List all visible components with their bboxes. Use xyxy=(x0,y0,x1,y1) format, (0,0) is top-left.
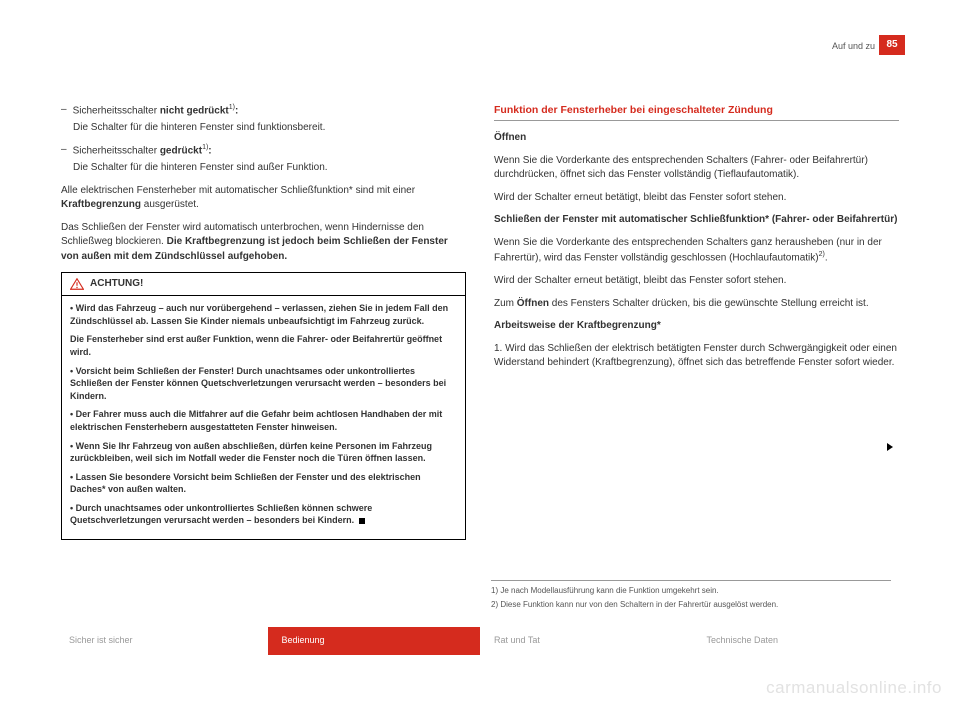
left-column: – Sicherheitsschalter nicht gedrückt1): … xyxy=(61,103,466,540)
paragraph: 1. Wird das Schließen der elektrisch bet… xyxy=(494,342,899,371)
warning-item: • Der Fahrer muss auch die Mitfahrer auf… xyxy=(70,408,457,433)
right-column: Funktion der Fensterheber bei eingeschal… xyxy=(494,103,899,540)
paragraph: Wenn Sie die Vorderkante des entsprechen… xyxy=(494,236,899,266)
paragraph: Wird der Schalter erneut betätigt, bleib… xyxy=(494,191,899,206)
warning-title: ACHTUNG! xyxy=(90,277,143,291)
paragraph: Wenn Sie die Vorderkante des entsprechen… xyxy=(494,154,899,183)
list-text: Sicherheitsschalter nicht gedrückt1): xyxy=(73,103,466,119)
warning-item: • Wenn Sie Ihr Fahrzeug von außen abschl… xyxy=(70,440,457,465)
bullet-dash: – xyxy=(61,143,67,159)
paragraph: Wird der Schalter erneut betätigt, bleib… xyxy=(494,274,899,289)
list-subtext: Die Schalter für die hinteren Fenster si… xyxy=(73,121,466,136)
subheading: Schließen der Fenster mit automatischer … xyxy=(494,213,899,228)
list-item: – Sicherheitsschalter nicht gedrückt1): xyxy=(61,103,466,119)
paragraph: Alle elektrischen Fensterheber mit autom… xyxy=(61,184,466,213)
tab-sicher[interactable]: Sicher ist sicher xyxy=(55,627,268,655)
section-heading: Funktion der Fensterheber bei eingeschal… xyxy=(494,103,899,121)
footnote: 2) Diese Funktion kann nur von den Schal… xyxy=(491,599,891,610)
warning-item: Die Fensterheber sind erst außer Funktio… xyxy=(70,333,457,358)
tab-rat[interactable]: Rat und Tat xyxy=(480,627,693,655)
list-item: – Sicherheitsschalter gedrückt1): xyxy=(61,143,466,159)
content-columns: – Sicherheitsschalter nicht gedrückt1): … xyxy=(55,103,905,540)
subheading: Arbeitsweise der Kraftbegrenzung* xyxy=(494,319,899,334)
watermark: carmanualsonline.info xyxy=(766,678,942,698)
warning-body: • Wird das Fahrzeug – auch nur vorüberge… xyxy=(62,296,465,539)
paragraph: Das Schließen der Fenster wird automatis… xyxy=(61,221,466,265)
subheading: Öffnen xyxy=(494,131,899,146)
footer-tabs: Sicher ist sicher Bedienung Rat und Tat … xyxy=(55,627,905,655)
warning-box: ACHTUNG! • Wird das Fahrzeug – auch nur … xyxy=(61,272,466,540)
warning-item: • Vorsicht beim Schließen der Fenster! D… xyxy=(70,365,457,403)
tab-technische[interactable]: Technische Daten xyxy=(693,627,906,655)
page-header: Auf und zu 85 xyxy=(55,35,905,63)
tab-bedienung[interactable]: Bedienung xyxy=(268,627,481,655)
warning-icon xyxy=(70,278,84,290)
list-text: Sicherheitsschalter gedrückt1): xyxy=(73,143,466,159)
list-subtext: Die Schalter für die hinteren Fenster si… xyxy=(73,161,466,176)
end-square-icon xyxy=(359,518,365,524)
continue-arrow-icon xyxy=(887,443,893,451)
warning-item: • Wird das Fahrzeug – auch nur vorüberge… xyxy=(70,302,457,327)
page-number: 85 xyxy=(879,35,905,55)
manual-page: Auf und zu 85 – Sicherheitsschalter nich… xyxy=(55,35,905,655)
warning-item: • Durch unachtsames oder unkontrollierte… xyxy=(70,502,457,527)
footnote: 1) Je nach Modellausführung kann die Fun… xyxy=(491,585,891,596)
warning-item: • Lassen Sie besondere Vorsicht beim Sch… xyxy=(70,471,457,496)
bullet-dash: – xyxy=(61,103,67,119)
footnotes: 1) Je nach Modellausführung kann die Fun… xyxy=(491,580,891,613)
warning-header: ACHTUNG! xyxy=(62,273,465,296)
section-label: Auf und zu xyxy=(832,41,875,51)
paragraph: Zum Öffnen des Fensters Schalter drücken… xyxy=(494,297,899,312)
